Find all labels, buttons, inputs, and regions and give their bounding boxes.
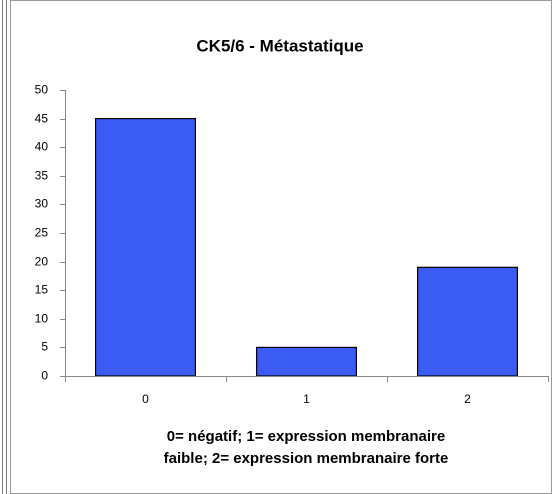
x-axis-label: faible; 2= expression membranaire forte [164, 450, 449, 467]
x-tick-label: 0 [142, 392, 149, 406]
chart-title: CK5/6 - Métastatique [196, 36, 363, 55]
y-tick-label: 10 [35, 312, 49, 326]
y-tick-label: 30 [35, 197, 49, 211]
y-tick-label: 35 [35, 169, 49, 183]
y-tick-label: 40 [35, 140, 49, 154]
y-tick-label: 0 [41, 369, 48, 383]
bar [94, 117, 197, 377]
y-tick-label: 5 [41, 340, 48, 354]
chart-border [10, 0, 552, 494]
y-tick-label: 50 [35, 83, 49, 97]
x-axis-label: 0= négatif; 1= expression membranaire [167, 428, 445, 445]
x-tick-label: 2 [464, 392, 471, 406]
y-tick-label: 20 [35, 255, 49, 269]
y-tick-label: 45 [35, 112, 49, 126]
bar [416, 266, 519, 377]
y-tick-label: 15 [35, 283, 49, 297]
bar [255, 346, 358, 377]
x-tick-label: 1 [303, 392, 310, 406]
y-tick-label: 25 [35, 226, 49, 240]
